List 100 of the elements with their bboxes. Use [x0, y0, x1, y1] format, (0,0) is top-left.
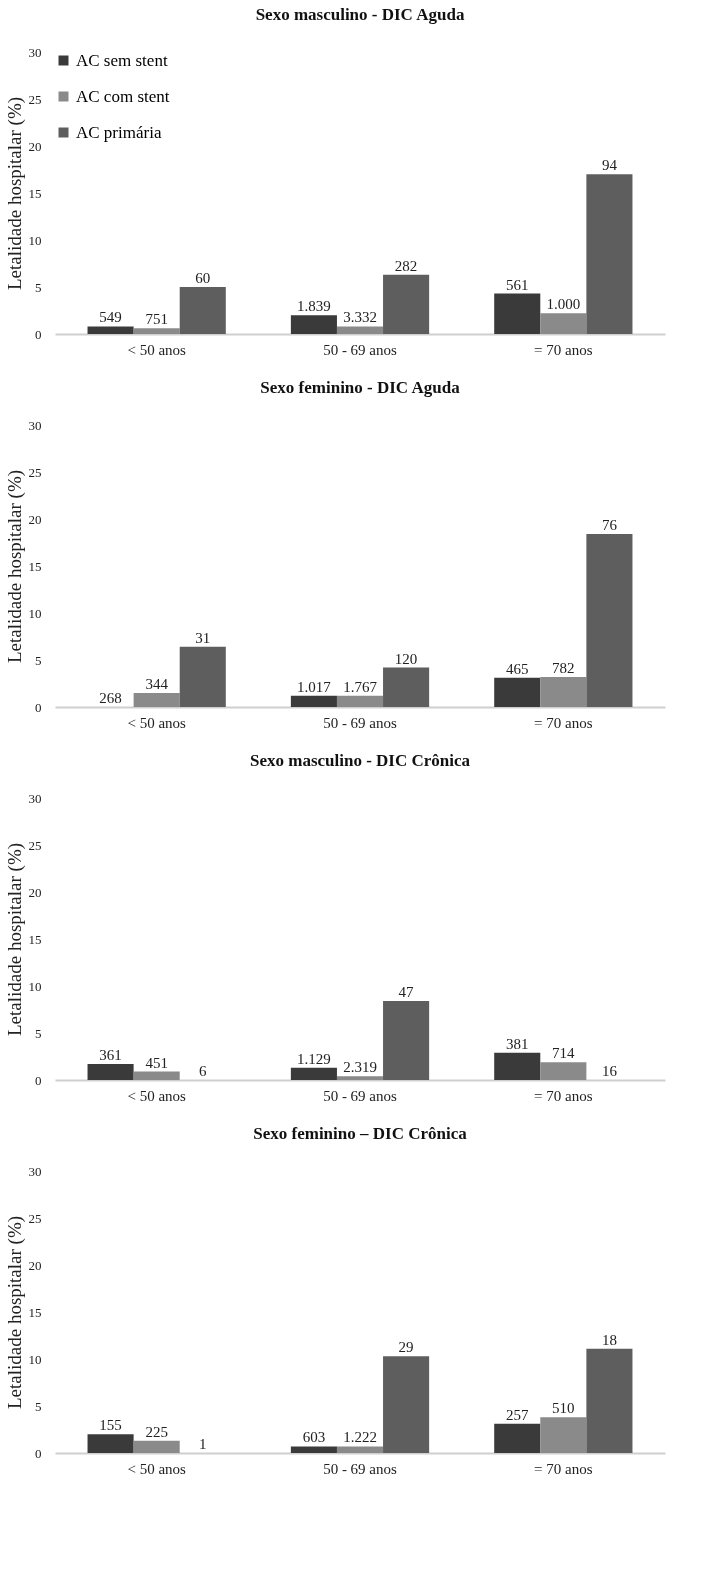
y-tick-label: 5: [35, 279, 42, 295]
annotation: 549: [99, 309, 122, 326]
annotation: 451: [145, 1054, 168, 1071]
bar: [336, 695, 384, 707]
annotation: 381: [505, 1035, 529, 1052]
annotation: 465: [505, 660, 529, 677]
x-tick-label: = 70 anos: [534, 714, 593, 731]
bar: [290, 695, 337, 707]
legend-label: AC sem stent: [76, 50, 168, 70]
legend-label: AC primária: [76, 122, 162, 142]
x-tick-label: = 70 anos: [534, 1460, 593, 1477]
annotation: 344: [145, 675, 169, 692]
x-tick-label: < 50 anos: [127, 1087, 187, 1104]
annotation: 29: [398, 1339, 414, 1356]
bar: [290, 1067, 337, 1080]
annotation: 2.319: [343, 1059, 377, 1076]
bar: [383, 1001, 430, 1080]
y-tick-label: 10: [28, 605, 42, 621]
bar: [540, 676, 587, 707]
annotation: 94: [601, 157, 618, 174]
annotation: 3.332: [343, 309, 377, 326]
bar: [290, 1446, 337, 1453]
legend-label: AC com stent: [76, 86, 170, 106]
annotation: 714: [552, 1045, 576, 1062]
x-tick-label: = 70 anos: [534, 341, 593, 358]
bar: [494, 677, 541, 707]
x-tick-label: < 50 anos: [127, 714, 187, 731]
bar: [383, 274, 430, 334]
y-tick-label: 30: [28, 44, 42, 60]
bar: [383, 1356, 430, 1453]
bar: [87, 1064, 134, 1080]
bar: [336, 326, 384, 334]
y-tick-label: 10: [28, 232, 42, 248]
y-tick-label: 20: [28, 884, 42, 900]
annotation: 1.000: [546, 296, 581, 313]
y-tick-label: 25: [28, 837, 42, 853]
bar: [336, 1446, 384, 1453]
y-tick-label: 25: [28, 91, 42, 107]
x-tick-label: 50 - 69 anos: [323, 1087, 398, 1104]
bar: [540, 1417, 587, 1453]
annotation: 361: [99, 1047, 122, 1064]
bar: [133, 328, 180, 334]
annotation: 155: [99, 1417, 122, 1434]
bar: [540, 313, 587, 334]
annotation: 31: [195, 629, 211, 646]
annotation: 1.222: [343, 1429, 377, 1446]
y-tick-label: 30: [28, 417, 42, 433]
annotation: 76: [601, 517, 618, 534]
y-tick-label: 30: [28, 790, 42, 806]
bar: [494, 1423, 541, 1453]
bar: [586, 174, 633, 334]
annotation: 1.129: [297, 1050, 331, 1067]
y-tick-label: 15: [28, 185, 42, 201]
y-tick-label: 30: [28, 1163, 42, 1179]
x-tick-label: 50 - 69 anos: [323, 1460, 398, 1477]
chart-title: Sexo masculino - DIC Crônica: [249, 751, 471, 770]
x-tick-label: < 50 anos: [127, 341, 187, 358]
x-tick-label: 50 - 69 anos: [323, 341, 398, 358]
bar: [179, 287, 226, 334]
bar: [133, 692, 180, 707]
annotation: 782: [552, 659, 575, 676]
y-tick-label: 5: [35, 1398, 42, 1414]
annotation: 268: [99, 690, 122, 706]
y-tick-label: 10: [28, 978, 42, 994]
annotation: 510: [552, 1400, 575, 1417]
bar: [87, 1434, 134, 1453]
y-tick-label: 5: [35, 1025, 42, 1041]
y-axis-title: Letalidade hospitalar (%): [3, 96, 26, 291]
annotation: 16: [601, 1063, 618, 1079]
y-axis-title: Letalidade hospitalar (%): [3, 1215, 26, 1410]
bar: [586, 1348, 633, 1453]
annotation: 6: [199, 1063, 208, 1079]
annotation: 257: [505, 1406, 529, 1423]
annotation: 60: [195, 270, 211, 286]
bar: [336, 1076, 384, 1080]
annotation: 47: [398, 984, 415, 1001]
bar: [87, 326, 134, 334]
bar: [586, 534, 633, 707]
annotation: 282: [394, 257, 418, 274]
y-tick-label: 15: [28, 558, 42, 574]
bar: [540, 1062, 587, 1080]
bar: [133, 1440, 180, 1453]
annotation: 18: [601, 1331, 617, 1348]
annotation: 1.839: [297, 298, 331, 315]
y-tick-label: 25: [28, 464, 42, 480]
y-tick-label: 5: [35, 652, 42, 668]
y-tick-label: 10: [28, 1351, 42, 1367]
y-tick-label: 15: [28, 1304, 42, 1320]
annotation: 603: [302, 1429, 326, 1446]
chart-title: Sexo feminino - DIC Aguda: [260, 378, 461, 397]
bar: [133, 1071, 180, 1080]
bar: [290, 315, 337, 334]
y-tick-label: 0: [35, 1445, 42, 1461]
x-tick-label: = 70 anos: [534, 1087, 593, 1104]
y-tick-label: 0: [35, 699, 42, 715]
y-tick-label: 15: [28, 931, 42, 947]
annotation: 1.767: [343, 678, 378, 695]
chart-title: Sexo feminino – DIC Crônica: [253, 1124, 468, 1143]
annotation: 120: [394, 650, 418, 667]
y-tick-label: 20: [28, 511, 42, 527]
